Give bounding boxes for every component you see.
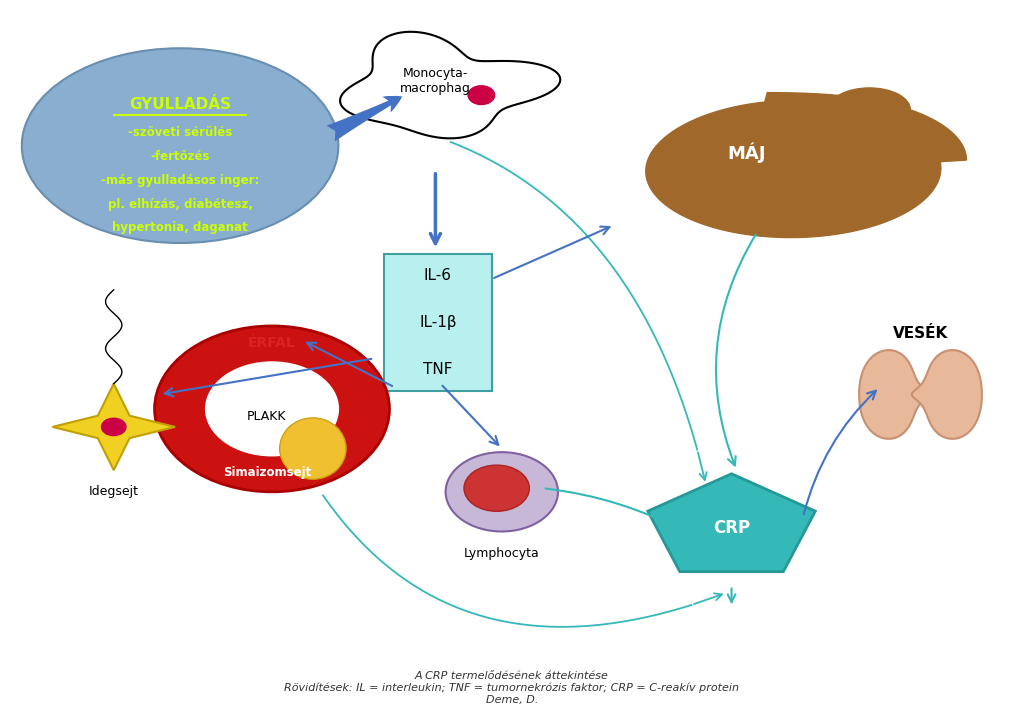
Text: TNF: TNF bbox=[423, 362, 453, 376]
Text: Monocyta-
macrophag: Monocyta- macrophag bbox=[400, 67, 471, 95]
Circle shape bbox=[101, 418, 126, 436]
Text: VESÉK: VESÉK bbox=[893, 326, 948, 341]
Ellipse shape bbox=[280, 418, 346, 479]
Circle shape bbox=[468, 85, 495, 104]
Circle shape bbox=[464, 465, 529, 511]
Polygon shape bbox=[911, 350, 982, 439]
Text: GYULLADÁS: GYULLADÁS bbox=[129, 97, 231, 112]
Text: -fertőzés: -fertőzés bbox=[151, 150, 210, 163]
Text: A CRP termelődésének áttekintése
Rövidítések: IL = interleukin; TNF = tumornekró: A CRP termelődésének áttekintése Rövidít… bbox=[285, 670, 739, 704]
Polygon shape bbox=[646, 93, 967, 237]
FancyBboxPatch shape bbox=[384, 254, 492, 391]
Circle shape bbox=[155, 326, 389, 492]
Text: -más gyulladásos inger:: -más gyulladásos inger: bbox=[101, 174, 259, 187]
Text: Simaizomsejt: Simaizomsejt bbox=[223, 466, 311, 479]
Text: IL-6: IL-6 bbox=[424, 268, 452, 283]
Text: ÉRFAL: ÉRFAL bbox=[248, 335, 296, 350]
Text: IL-1β: IL-1β bbox=[419, 315, 457, 330]
Polygon shape bbox=[859, 350, 929, 439]
Text: PLAKK: PLAKK bbox=[247, 410, 287, 423]
Ellipse shape bbox=[828, 88, 910, 131]
Text: -szöveti sérülés: -szöveti sérülés bbox=[128, 126, 232, 139]
Circle shape bbox=[206, 362, 338, 456]
Text: pl. elhízás, diabétesz,: pl. elhízás, diabétesz, bbox=[108, 198, 253, 211]
Polygon shape bbox=[648, 473, 815, 572]
Polygon shape bbox=[340, 32, 560, 138]
Circle shape bbox=[445, 452, 558, 531]
Text: MÁJ: MÁJ bbox=[728, 143, 766, 163]
Text: hypertonia, daganat: hypertonia, daganat bbox=[113, 222, 248, 235]
Polygon shape bbox=[52, 384, 175, 470]
Text: CRP: CRP bbox=[713, 519, 751, 537]
Text: Idegsejt: Idegsejt bbox=[89, 485, 138, 498]
Ellipse shape bbox=[22, 49, 338, 243]
Text: Lymphocyta: Lymphocyta bbox=[464, 547, 540, 560]
